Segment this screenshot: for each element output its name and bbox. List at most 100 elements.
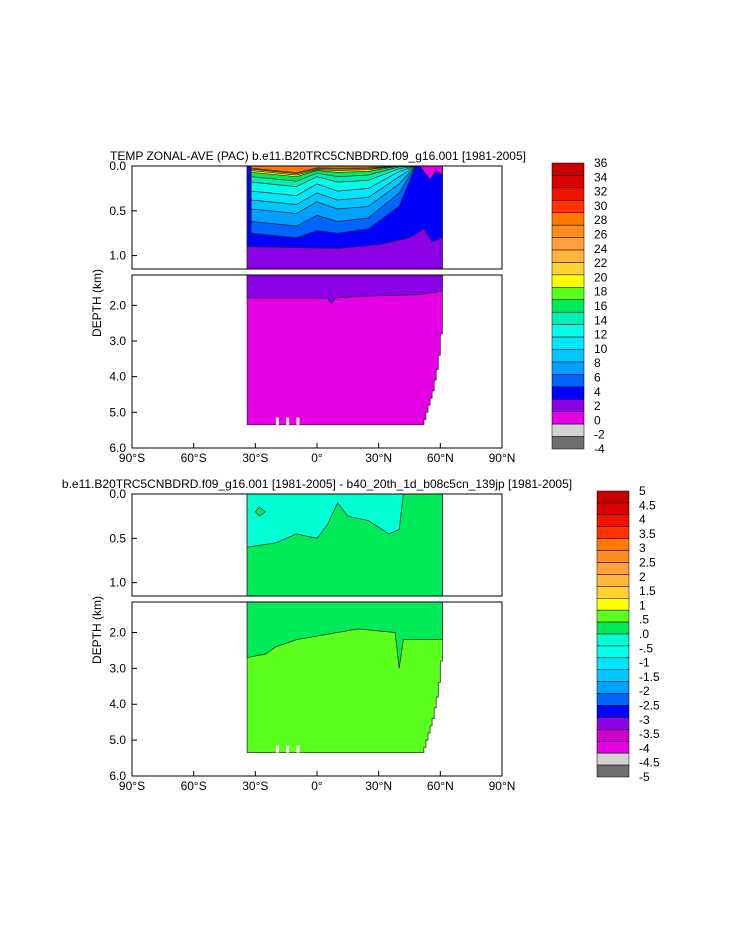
x-tick-label: 60°N [427,779,454,793]
colorbar-swatch [596,538,630,551]
y-tick-label: 4.0 [109,697,126,711]
colorbar-label: 16 [594,299,608,313]
colorbar-swatch [596,550,630,563]
colorbar-label: 26 [594,228,608,242]
colorbar-swatch [551,287,585,301]
colorbar-label: 22 [594,256,608,270]
region-north-surface-0-to-2 [419,166,443,180]
chart-1-title: TEMP ZONAL-AVE (PAC) b.e11.B20TRC5CNBDRD… [110,149,526,163]
colorbar-swatch [551,399,585,412]
colorbar-label: 2 [639,570,646,584]
chart-1-upper-panel [246,166,443,269]
colorbar-label: -4.5 [639,756,660,770]
region-.0-to-.5-patch [254,506,267,517]
colorbar-label: -4 [594,442,605,456]
colorbar-swatch [596,717,630,730]
colorbar-label: -.5 [639,641,653,655]
colorbar-label: 1.5 [639,584,656,598]
region-0-to-2 [246,275,443,426]
colorbar-swatch [551,212,585,226]
seafloor-gap [286,417,290,425]
colorbar-swatch [596,752,630,766]
x-tick-label: 30°S [242,779,268,793]
colorbar-label: -1 [639,656,650,670]
y-tick-label: 0.0 [109,487,126,501]
colorbar-label: 24 [594,242,608,256]
colorbar-label: 6 [594,371,601,385]
colorbar-swatch [596,574,630,587]
colorbar-label: 36 [594,156,608,170]
colorbar-label: 5 [639,484,646,498]
chart-2-y-axis-label: DEPTH (km) [90,596,104,664]
colorbar-swatch [596,502,630,516]
colorbar-swatch [551,411,585,425]
colorbar-label: 32 [594,185,608,199]
y-tick-label: 3.0 [109,661,126,675]
chart-2-colorbar: 54.543.532.521.51.5.0-.5-1-1.5-2-2.5-3-3… [596,484,660,784]
y-tick-label: 4.0 [109,370,126,384]
x-tick-label: 90°N [489,451,516,465]
colorbar-swatch [596,764,630,778]
y-tick-label: 0.0 [109,159,126,173]
colorbar-swatch [551,237,585,251]
y-tick-label: 0.5 [109,531,126,545]
chart-2-x-axis: 90°S 60°S 30°S 0° 30°N 60°N 90°N [119,771,515,793]
chart-2-title: b.e11.B20TRC5CNBDRD.f09_g16.001 [1981-20… [62,477,572,491]
colorbar-label: -2 [594,428,605,442]
x-tick-label: 0° [311,451,323,465]
colorbar-swatch [596,669,630,682]
colorbar-swatch [551,224,585,238]
x-tick-label: 90°S [119,451,145,465]
colorbar-swatch [551,324,585,338]
chart-2-y-axis: 0.0 0.5 1.0 2.0 3.0 4.0 5.0 6.0 [109,487,137,783]
colorbar-swatch [596,586,630,599]
y-tick-label: 2.0 [109,625,126,639]
y-tick-label: 1.0 [109,576,126,590]
colorbar-label: -2 [639,684,650,698]
colorbar-swatch [551,349,585,363]
colorbar-label: 3 [639,541,646,555]
colorbar-label: 4 [639,513,646,527]
lower-panel-frame [131,274,503,449]
x-tick-label: 30°N [365,779,392,793]
colorbar-swatch [551,311,585,325]
y-tick-label: 1.0 [109,249,126,263]
colorbar-label: -3.5 [639,727,660,741]
chart-1-lower-panel [246,275,443,426]
colorbar-label: 18 [594,285,608,299]
colorbar-swatch [596,681,630,694]
y-tick-label: 3.0 [109,334,126,348]
colorbar-swatch [551,436,585,450]
colorbar-label: -5 [639,770,650,784]
colorbar-label: 28 [594,213,608,227]
x-tick-label: 90°N [489,779,516,793]
upper-panel-frame [131,493,503,597]
colorbar-swatch [596,514,630,527]
colorbar-label: -4 [639,741,650,755]
colorbar-label: 4.5 [639,498,656,512]
lower-panel-frame [131,601,503,777]
colorbar-label: 3.5 [639,527,656,541]
colorbar-swatch [551,175,585,189]
x-tick-label: 60°S [181,779,207,793]
colorbar-swatch [551,336,585,350]
colorbar-swatch [551,386,585,400]
colorbar-label: 12 [594,328,608,342]
x-tick-label: 60°S [181,451,207,465]
x-tick-label: 30°S [242,451,268,465]
y-tick-label: 5.0 [109,405,126,419]
y-tick-label: 6.0 [109,769,126,783]
colorbar-label: 8 [594,356,601,370]
colorbar-swatch [551,162,585,176]
region-28-to-30 [250,166,443,174]
x-tick-label: 30°N [365,451,392,465]
colorbar-swatch [596,621,630,635]
y-tick-label: 6.0 [109,441,126,455]
colorbar-label: 1 [639,598,646,612]
colorbar-swatch [596,562,630,575]
chart-1-x-axis: 90°S 60°S 30°S 0° 30°N 60°N 90°N [119,443,515,465]
colorbar-label: 20 [594,270,608,284]
colorbar-label: 0 [594,413,601,427]
y-tick-label: 5.0 [109,733,126,747]
chart-2-lower-panel [246,602,443,754]
